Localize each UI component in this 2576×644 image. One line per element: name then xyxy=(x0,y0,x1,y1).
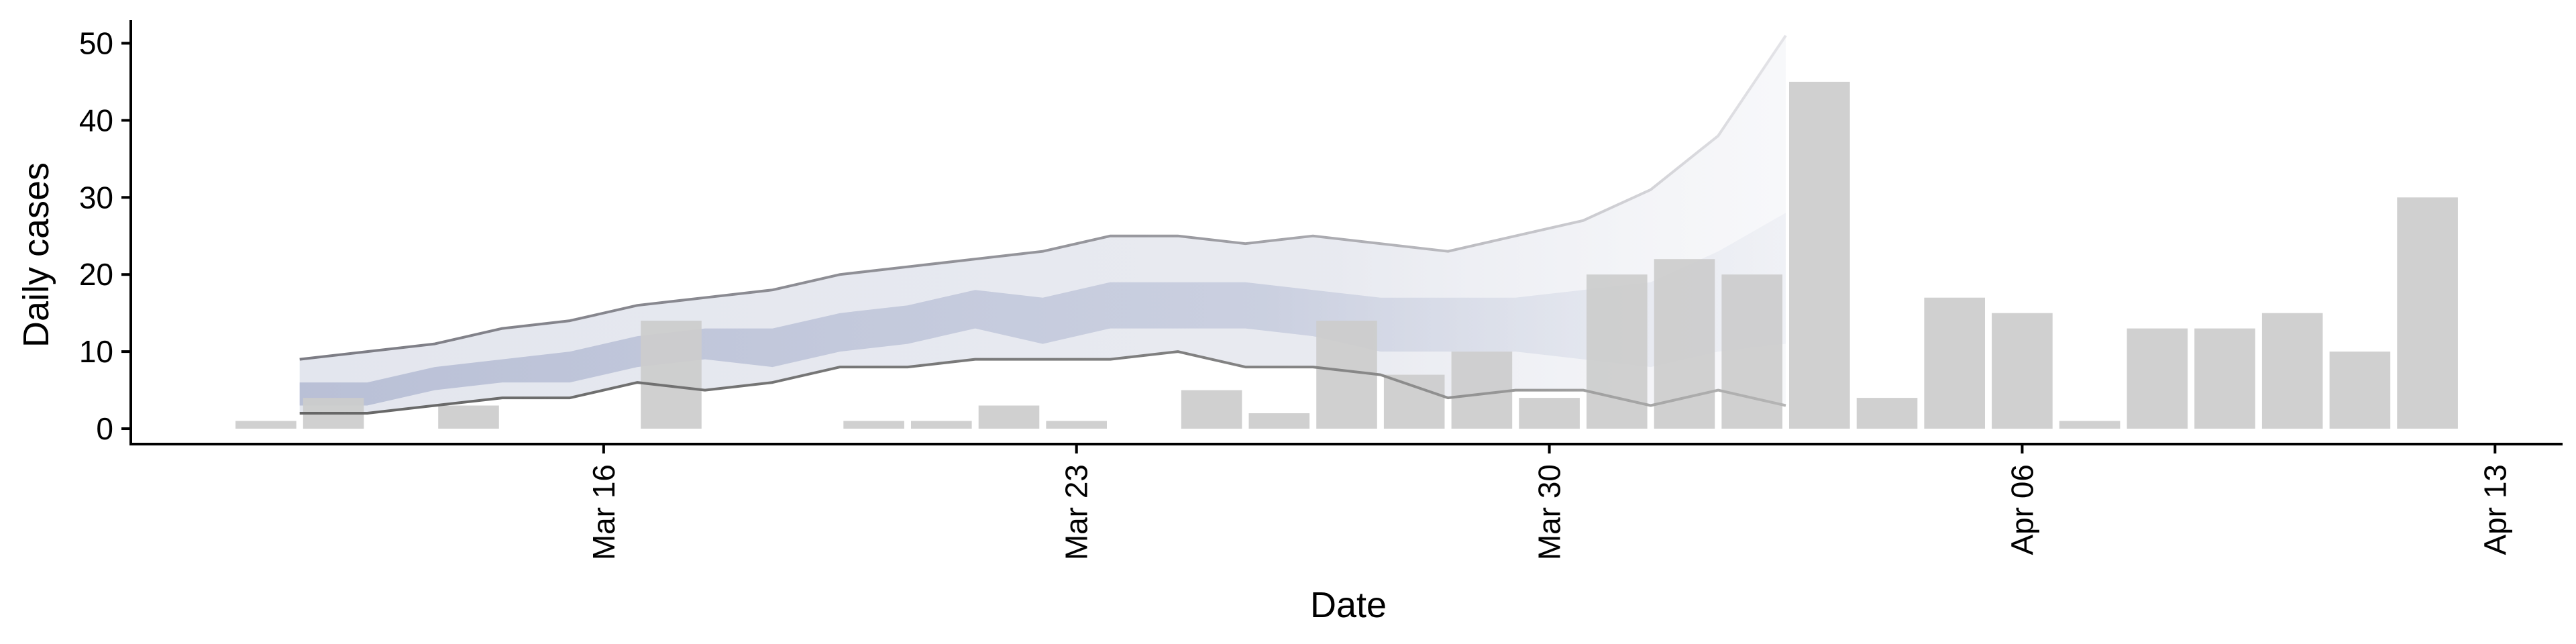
x-axis-title: Date xyxy=(1310,585,1387,625)
bar xyxy=(1383,374,1445,429)
bar xyxy=(1654,259,1715,429)
bar xyxy=(1046,421,1107,429)
bar xyxy=(1992,313,2053,429)
axis-labels: Date Daily cases xyxy=(16,162,1387,625)
bar xyxy=(911,421,972,429)
y-tick-label: 40 xyxy=(79,103,113,138)
daily-case-bars xyxy=(235,81,2458,429)
x-tick-label: Apr 06 xyxy=(2004,464,2039,555)
bar xyxy=(2127,328,2188,429)
bar xyxy=(641,321,702,429)
bar xyxy=(2329,352,2391,429)
bar xyxy=(843,421,904,429)
bar xyxy=(978,405,1040,429)
axes: 0 10 20 30 40 50 Mar 16 Mar 23 Mar 30 Apr 06 Apr 1… xyxy=(79,20,2563,560)
y-tick-label: 30 xyxy=(79,180,113,215)
x-tick-label: Mar 16 xyxy=(586,464,621,560)
x-tick-label: Mar 23 xyxy=(1059,464,1094,560)
y-tick-label: 10 xyxy=(79,334,113,369)
y-tick-label: 50 xyxy=(79,25,113,60)
bar xyxy=(1316,321,1377,429)
bar xyxy=(1451,352,1513,429)
bar xyxy=(1519,398,1580,429)
x-tick-label: Apr 13 xyxy=(2477,464,2512,555)
bar xyxy=(235,421,297,429)
bar xyxy=(1924,297,1985,429)
lower-bound-line xyxy=(299,350,1786,415)
projection-lines xyxy=(299,34,1787,415)
bar xyxy=(1789,81,1850,429)
y-tick-label: 20 xyxy=(79,257,113,292)
upper-bound-line xyxy=(299,34,1787,361)
bar xyxy=(1587,274,1648,429)
bar xyxy=(1248,413,1310,429)
bar xyxy=(438,405,499,429)
y-axis-title: Daily cases xyxy=(16,162,56,347)
y-tick-label: 0 xyxy=(96,411,113,446)
bar xyxy=(1856,398,1918,429)
bar xyxy=(1721,274,1782,429)
bar xyxy=(2397,197,2458,429)
bar xyxy=(1181,390,1242,429)
bar xyxy=(2194,328,2255,429)
bar xyxy=(2059,421,2121,429)
bar xyxy=(2261,313,2323,429)
x-tick-label: Mar 30 xyxy=(1532,464,1567,560)
